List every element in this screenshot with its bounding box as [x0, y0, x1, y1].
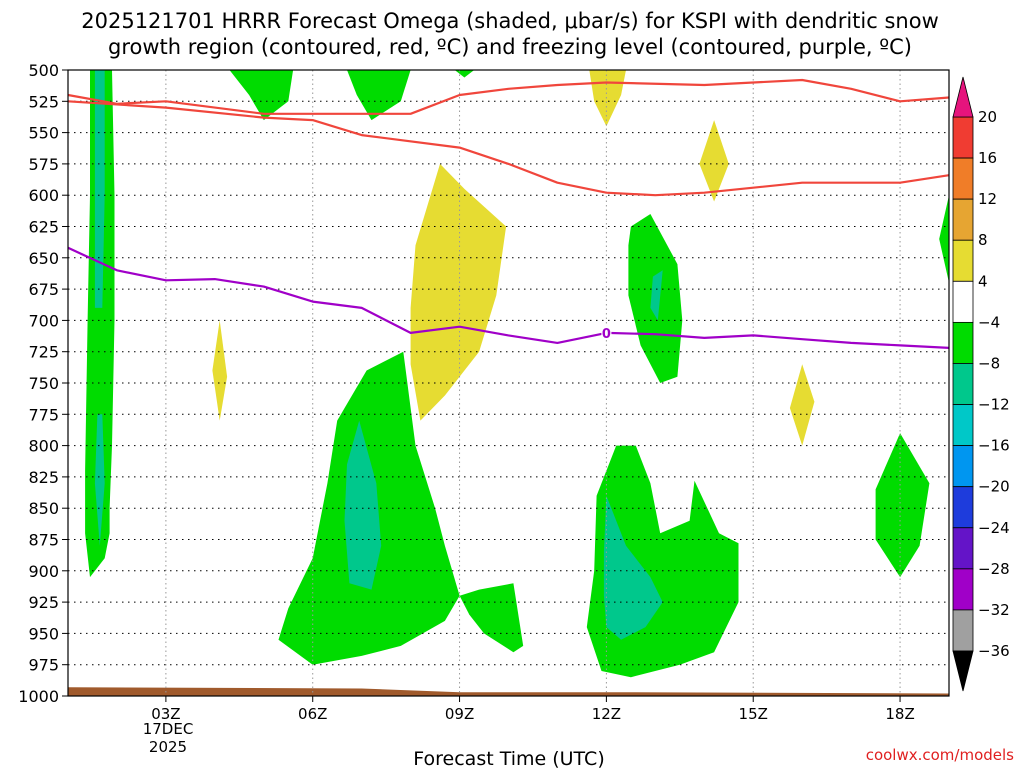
x-tick-label-18Z: 18Z: [885, 705, 914, 723]
colorbar-label-4: 4: [978, 272, 988, 290]
colorbar-band-1: [952, 157, 974, 200]
colorbar-band-6: [952, 363, 974, 405]
colorbar-label-10: −24: [978, 519, 1010, 537]
freezing-level-label-bg: [601, 324, 612, 340]
colorbar-label-6: −8: [978, 354, 1000, 372]
colorbar-label-13: −36: [978, 642, 1010, 660]
freezing-level-label: 0: [602, 327, 611, 342]
colorbar-label-5: −4: [978, 313, 1000, 331]
omega-yellow-top-12z: [589, 70, 626, 127]
colorbar-label-0: 20: [978, 108, 997, 126]
y-tick-label-875: 875: [28, 531, 59, 550]
colorbar-label-9: −20: [978, 478, 1010, 496]
x-tick-label-03Z: 03Z: [151, 705, 180, 723]
colorbar-band-8: [952, 445, 974, 488]
colorbar-band-9: [952, 486, 974, 529]
x-tick-label-12Z: 12Z: [592, 705, 621, 723]
x-tick-label-15Z: 15Z: [739, 705, 768, 723]
colorbar-band-0: [952, 116, 974, 159]
y-tick-label-650: 650: [28, 249, 59, 268]
omega-yellow-small-04z: [212, 320, 228, 421]
colorbar-band-7: [952, 404, 974, 447]
y-tick-label-1000: 1000: [18, 687, 59, 706]
omega-green-small-09z: [454, 70, 475, 78]
omega-yellow-09z: [410, 163, 507, 421]
omega-shading-layer: [85, 70, 949, 678]
colorbar-label-12: −32: [978, 601, 1010, 619]
y-tick-label-925: 925: [28, 593, 59, 612]
omega-green-upper-04z: [229, 70, 294, 121]
grid-layer: [68, 70, 949, 696]
y-tick-label-700: 700: [28, 311, 59, 330]
colorbar-label-8: −16: [978, 437, 1010, 455]
freezing-level-contour: [67, 246, 950, 349]
y-tick-label-975: 975: [28, 656, 59, 675]
x-tick-label-09Z: 09Z: [445, 705, 474, 723]
chart-title-line1: 2025121701 HRRR Forecast Omega (shaded, …: [81, 9, 939, 33]
y-tick-label-800: 800: [28, 437, 59, 456]
contour-layer: 0: [67, 78, 950, 349]
omega-yellow-diamond-14z: [699, 120, 729, 202]
y-tick-label-500: 500: [28, 61, 59, 80]
y-tick-label-525: 525: [28, 92, 59, 111]
y-tick-label-675: 675: [28, 280, 59, 299]
y-tick-label-600: 600: [28, 186, 59, 205]
omega-teal-07z-lower: [344, 420, 382, 590]
colorbar-band-12: [952, 609, 974, 652]
omega-green-18z-lower: [875, 433, 930, 578]
y-tick-label-900: 900: [28, 562, 59, 581]
colorbar-band-3: [952, 239, 974, 282]
colorbar-band-4: [952, 280, 974, 323]
x-axis-label: Forecast Time (UTC): [413, 748, 604, 768]
colorbar-label-11: −28: [978, 560, 1010, 578]
y-tick-label-825: 825: [28, 468, 59, 487]
omega-green-upper-07z: [347, 70, 411, 121]
y-axis: 500 525 550 575 600 625 650 675 700 725 750 775 800 8…: [18, 61, 68, 706]
colorbar-top-arrow: [952, 76, 974, 118]
omega-green-10z-small: [459, 583, 524, 653]
colorbar-bottom-arrow: [952, 650, 974, 692]
y-tick-label-625: 625: [28, 218, 59, 237]
omega-teal-12z-lower: [603, 495, 663, 640]
chart-title-line2: growth region (contoured, red, ºC) and f…: [108, 35, 912, 59]
credit-text: coolwx.com/models: [866, 746, 1014, 764]
colorbar-band-10: [952, 527, 974, 570]
omega-teal-13z-mid: [650, 270, 663, 321]
x-tick-label-06Z: 06Z: [298, 705, 327, 723]
x-date-label: 17DEC: [143, 720, 194, 738]
x-axis: 03Z 06Z 09Z 12Z 15Z 18Z: [151, 696, 915, 723]
omega-green-column-early: [85, 70, 115, 578]
colorbar-label-1: 16: [978, 149, 997, 167]
dgz-upper-contour: [67, 78, 950, 115]
omega-green-right-625: [939, 195, 949, 283]
y-tick-label-850: 850: [28, 499, 59, 518]
colorbar-label-7: −12: [978, 396, 1010, 414]
colorbar-label-3: 8: [978, 231, 988, 249]
y-tick-label-950: 950: [28, 624, 59, 643]
colorbar-band-11: [952, 568, 974, 611]
y-tick-label-775: 775: [28, 405, 59, 424]
x-year-label: 2025: [149, 738, 187, 756]
colorbar-band-2: [952, 198, 974, 241]
omega-teal-column-lower: [94, 414, 105, 546]
y-tick-label-575: 575: [28, 155, 59, 174]
y-tick-label-725: 725: [28, 343, 59, 362]
colorbar-label-2: 12: [978, 190, 997, 208]
y-tick-label-550: 550: [28, 124, 59, 143]
y-tick-label-750: 750: [28, 374, 59, 393]
colorbar: 20 16 12 8 4 −4 −8 −12 −16 −20 −24 −28 −32 −36: [952, 76, 1010, 692]
dgz-lower-contour: [67, 100, 950, 197]
colorbar-band-5: [952, 321, 974, 364]
terrain-layer: [68, 687, 949, 696]
omega-yellow-16z: [789, 364, 815, 446]
terrain-fill: [68, 687, 949, 696]
omega-teal-column-upper: [94, 70, 105, 308]
